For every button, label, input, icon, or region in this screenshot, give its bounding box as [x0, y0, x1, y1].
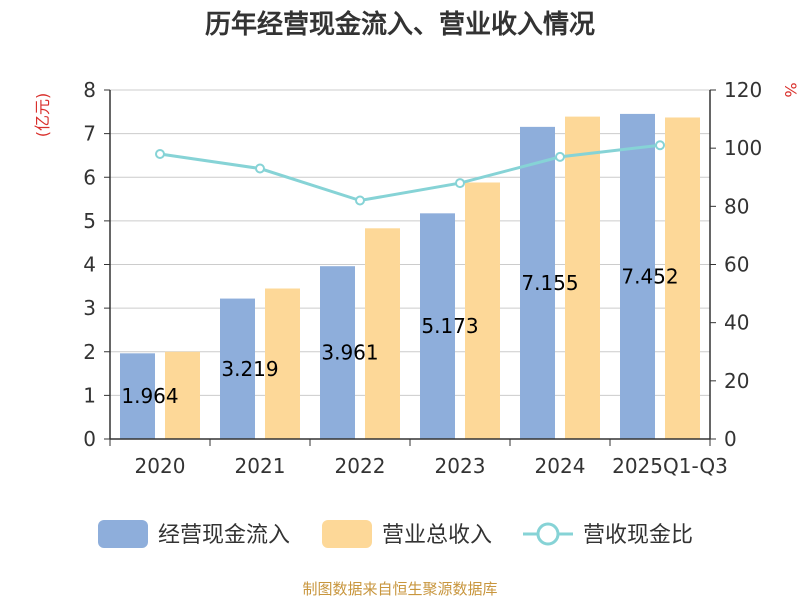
left-tick-label: 2: [83, 340, 96, 364]
ratio-point: [355, 195, 365, 206]
ratio-point: [655, 140, 665, 151]
left-tick-label: 4: [83, 253, 96, 277]
bar-revenue: [265, 288, 300, 439]
bar-revenue: [565, 116, 600, 439]
legend-swatch-revenue: [322, 520, 372, 548]
right-tick-label: 60: [724, 253, 749, 277]
bar-revenue: [165, 351, 200, 439]
bar-cash-inflow: [120, 353, 155, 439]
ratio-point: [155, 148, 165, 159]
right-tick-label: 80: [724, 194, 749, 218]
left-tick-label: 7: [83, 122, 96, 146]
left-tick-label: 6: [83, 165, 96, 189]
legend-label-cash-inflow: 经营现金流入: [158, 523, 290, 548]
ratio-point: [255, 163, 265, 174]
bar-value-label: 7.452: [621, 264, 678, 288]
right-axis-unit: %: [781, 82, 800, 97]
legend: 经营现金流入 营业总收入 营收现金比: [98, 520, 693, 548]
x-tick-label: 2021: [235, 454, 286, 478]
left-tick-label: 1: [83, 383, 96, 407]
x-tick-label: 2020: [135, 454, 186, 478]
right-tick-label: 120: [724, 78, 762, 102]
right-tick-label: 100: [724, 136, 762, 160]
bar-value-label: 3.219: [221, 357, 278, 381]
bar-revenue: [465, 182, 500, 440]
bar-value-label: 5.173: [421, 314, 478, 338]
ratio-line: [159, 143, 661, 203]
bar-revenue: [665, 117, 700, 439]
legend-swatch-cash-inflow: [98, 520, 148, 548]
left-axis-unit: (亿元): [33, 93, 52, 138]
source-note: 制图数据来自恒生聚源数据库: [302, 580, 497, 598]
x-tick-label: 2022: [335, 454, 386, 478]
bar-cash-inflow: [520, 126, 555, 439]
bar-cash-inflow: [420, 213, 455, 439]
right-tick-label: 0: [724, 427, 737, 451]
bar-revenue: [365, 228, 400, 439]
bars: [120, 113, 700, 440]
bar-value-label: 7.155: [521, 271, 578, 295]
legend-marker-ratio: [536, 522, 560, 546]
ratio-line-layer: [155, 140, 665, 206]
right-tick-label: 40: [724, 311, 749, 335]
legend-label-ratio: 营收现金比: [583, 523, 693, 548]
x-tick-label: 2025Q1-Q3: [612, 454, 728, 478]
x-tick-label: 2023: [435, 454, 486, 478]
left-tick-label: 0: [83, 427, 96, 451]
grid-lines: [110, 89, 710, 396]
x-tick-label: 2024: [535, 454, 586, 478]
left-tick-label: 8: [83, 78, 96, 102]
ratio-point: [555, 151, 565, 162]
bar-cash-inflow: [620, 113, 655, 440]
left-tick-label: 5: [83, 209, 96, 233]
right-tick-label: 20: [724, 369, 749, 393]
bar-cash-inflow: [220, 298, 255, 439]
bar-value-label: 1.964: [121, 384, 178, 408]
chart-title: 历年经营现金流入、营业收入情况: [205, 9, 595, 40]
bar-value-label: 3.961: [321, 341, 378, 365]
ratio-point: [455, 178, 465, 189]
bar-cash-inflow: [320, 266, 355, 439]
legend-label-revenue: 营业总收入: [382, 523, 492, 548]
bar-labels: 1.964 3.219 3.961 5.173 7.155 7.452: [121, 264, 678, 408]
left-tick-label: 3: [83, 296, 96, 320]
